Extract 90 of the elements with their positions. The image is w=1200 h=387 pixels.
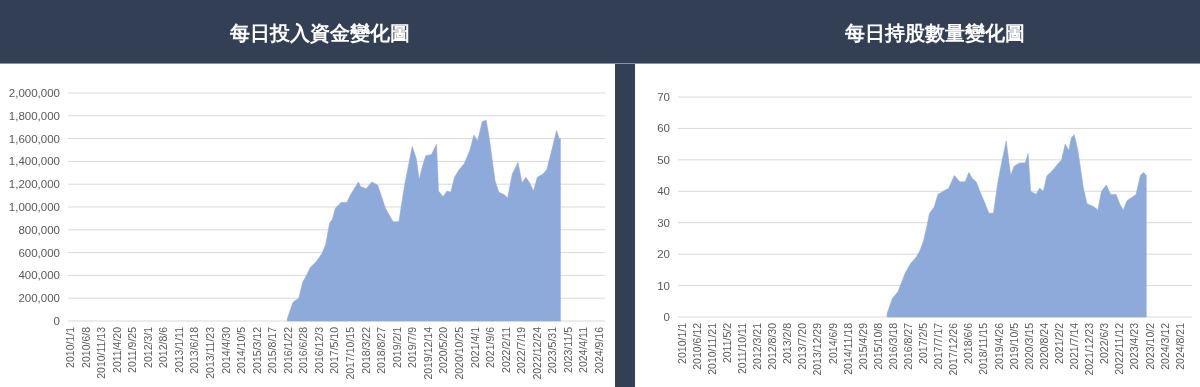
x-tick-label: 2020/8/24 [1037,322,1050,370]
x-tick-label: 2019/10/5 [1007,322,1020,370]
x-tick-label: 2018/3/22 [359,326,372,374]
x-tick-label: 2012/3/1 [141,326,154,368]
x-tick-label: 2021/9/6 [484,326,497,368]
x-tick-label: 2016/6/28 [297,326,310,374]
x-tick-label: 2023/10/2 [1143,322,1156,370]
x-tick-label: 2017/5/10 [328,326,341,374]
x-tick-label: 2019/4/26 [992,322,1005,370]
y-tick-label: 200,000 [18,292,60,305]
y-tick-label: 50 [657,153,670,166]
y-tick-label: 600,000 [18,246,60,259]
x-tick-label: 2010/6/12 [690,322,703,370]
x-tick-label: 2023/11/5 [561,326,574,373]
x-tick-label: 2010/11/13 [95,326,108,379]
x-tick-label: 2015/8/17 [266,326,279,374]
x-tick-label: 2021/7/14 [1068,322,1081,370]
x-tick-label: 2023/5/31 [546,326,559,374]
y-tick-label: 0 [663,311,670,323]
x-tick-label: 2019/2/1 [390,326,403,368]
x-tick-label: 2024/9/16 [592,326,605,374]
x-tick-label: 2011/4/20 [110,326,123,373]
x-tick-label: 2021/4/1 [468,326,481,368]
x-tick-label: 2013/6/18 [188,326,201,374]
x-tick-label: 2020/3/15 [1022,322,1035,370]
chart-title: 每日投入資金變化圖 [229,22,410,44]
y-tick-label: 0 [53,315,60,327]
x-tick-label: 2014/10/5 [235,326,248,374]
x-tick-label: 2012/3/21 [751,322,764,370]
x-tick-label: 2013/2/8 [781,322,794,364]
x-tick-label: 2018/11/15 [977,322,990,375]
x-tick-label: 2014/11/18 [841,322,854,375]
y-tick-label: 70 [657,91,670,103]
x-tick-label: 2016/12/3 [312,326,325,374]
y-tick-label: 20 [657,248,670,261]
x-tick-label: 2011/9/25 [126,326,139,373]
y-tick-label: 1,400,000 [8,155,60,168]
x-tick-label: 2020/5/20 [437,326,450,374]
x-tick-label: 2016/1/22 [281,326,294,374]
x-tick-label: 2017/10/15 [344,326,357,380]
x-tick-label: 2012/8/6 [157,326,170,368]
x-tick-label: 2014/6/9 [826,322,839,364]
x-tick-label: 2018/8/27 [375,326,388,374]
y-tick-label: 10 [657,279,670,292]
y-tick-label: 400,000 [18,269,60,282]
x-tick-label: 2011/10/11 [736,322,749,374]
x-tick-label: 2014/4/30 [219,326,232,374]
y-tick-label: 30 [657,216,670,229]
x-tick-label: 2022/2/11 [499,326,512,373]
x-tick-label: 2024/4/11 [577,326,590,373]
x-tick-label: 2015/3/12 [250,326,263,374]
x-tick-label: 2012/8/30 [766,322,779,370]
x-tick-label: 2019/7/9 [406,326,419,368]
y-tick-label: 1,600,000 [8,132,60,145]
x-tick-label: 2013/11/23 [204,326,217,379]
x-tick-label: 2016/8/27 [902,322,915,370]
x-tick-label: 2017/7/17 [932,322,945,370]
x-tick-label: 2017/12/26 [947,322,960,376]
x-tick-label: 2015/4/29 [856,322,869,370]
x-tick-label: 2013/7/20 [796,322,809,370]
x-tick-label: 2021/12/23 [1083,322,1096,376]
x-tick-label: 2010/1/1 [63,326,76,368]
x-tick-label: 2010/1/1 [675,322,688,364]
y-tick-label: 40 [657,185,670,198]
x-tick-label: 2021/2/2 [1052,322,1065,364]
x-tick-label: 2022/12/24 [530,326,543,380]
x-tick-label: 2010/11/21 [705,322,718,375]
x-tick-label: 2015/10/8 [871,322,884,370]
x-tick-label: 2023/4/23 [1128,322,1141,370]
x-tick-label: 2022/6/3 [1098,322,1111,364]
y-tick-label: 60 [657,122,670,135]
x-tick-label: 2019/12/14 [421,326,434,380]
chart-title: 每日持股數量變化圖 [844,22,1025,44]
y-tick-label: 1,200,000 [8,178,60,191]
x-tick-label: 2022/11/12 [1113,322,1126,375]
x-tick-label: 2024/3/12 [1158,322,1171,370]
x-tick-label: 2013/1/11 [172,326,185,373]
x-tick-label: 2013/12/29 [811,322,824,376]
x-tick-label: 2022/7/19 [515,326,528,374]
y-tick-label: 2,000,000 [8,87,60,99]
x-tick-label: 2016/3/18 [886,322,899,370]
x-tick-label: 2011/5/2 [720,322,733,364]
x-tick-label: 2024/8/21 [1173,322,1186,370]
y-tick-label: 800,000 [18,223,60,236]
y-tick-label: 1,800,000 [8,109,60,122]
y-tick-label: 1,000,000 [8,201,60,213]
x-tick-label: 2017/2/5 [917,322,930,364]
x-tick-label: 2010/6/8 [79,326,92,368]
x-tick-label: 2018/6/6 [962,322,975,364]
x-tick-label: 2020/10/25 [452,326,465,380]
